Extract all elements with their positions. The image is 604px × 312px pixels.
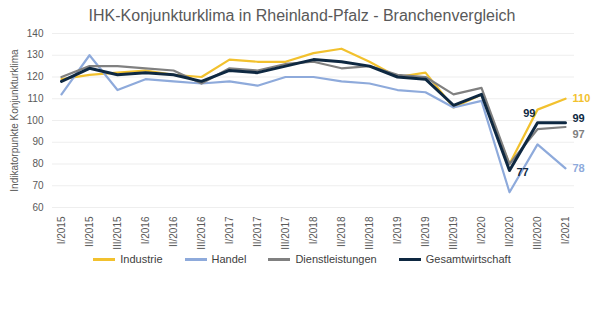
svg-text:III/2015: III/2015: [112, 216, 123, 250]
svg-text:120: 120: [27, 71, 44, 82]
svg-text:99: 99: [573, 112, 585, 124]
svg-text:III/2020: III/2020: [532, 216, 543, 250]
svg-text:140: 140: [27, 28, 44, 39]
svg-text:77: 77: [517, 166, 529, 178]
svg-text:II/2019: II/2019: [420, 216, 431, 247]
svg-text:110: 110: [28, 93, 44, 104]
html-text:Dienstleistungen: Dienstleistungen: [295, 253, 377, 265]
svg-text:70: 70: [32, 180, 44, 191]
svg-text:I/2021: I/2021: [560, 216, 571, 244]
svg-text:II/2020: II/2020: [504, 216, 515, 247]
svg-text:I/2015: I/2015: [56, 216, 67, 244]
svg-text:100: 100: [27, 115, 44, 126]
svg-text:III/2017: III/2017: [280, 216, 291, 250]
svg-text:II/2017: II/2017: [252, 216, 263, 247]
svg-text:130: 130: [27, 49, 44, 60]
svg-text:III/2016: III/2016: [196, 216, 207, 250]
svg-text:90: 90: [32, 136, 44, 147]
svg-text:I/2016: I/2016: [140, 216, 151, 244]
svg-text:97: 97: [573, 128, 585, 140]
svg-text:II/2018: II/2018: [336, 216, 347, 247]
svg-text:99: 99: [523, 107, 535, 119]
svg-text:I/2018: I/2018: [308, 216, 319, 244]
svg-text:III/2018: III/2018: [364, 216, 375, 250]
svg-text:II/2016: II/2016: [168, 216, 179, 247]
svg-text:I/2020: I/2020: [476, 216, 487, 244]
html-text:Gesamtwirtschaft: Gesamtwirtschaft: [425, 253, 511, 265]
svg-text:Indikatorpunkte Konjunkturklim: Indikatorpunkte Konjunkturklima: [9, 49, 20, 192]
svg-text:I/2019: I/2019: [392, 216, 403, 244]
html-text:Industrie: Industrie: [120, 253, 163, 265]
svg-text:110: 110: [573, 92, 591, 104]
svg-text:II/2015: II/2015: [84, 216, 95, 247]
svg-text:78: 78: [573, 162, 585, 174]
svg-text:80: 80: [32, 158, 44, 169]
svg-text:I/2017: I/2017: [224, 216, 235, 244]
html-text:Handel: Handel: [211, 253, 247, 265]
html-text:IHK-Konjunkturklima in Rheinla: IHK-Konjunkturklima in Rheinland-Pfalz -…: [88, 7, 516, 24]
svg-text:60: 60: [32, 202, 44, 213]
svg-text:III/2019: III/2019: [448, 216, 459, 250]
